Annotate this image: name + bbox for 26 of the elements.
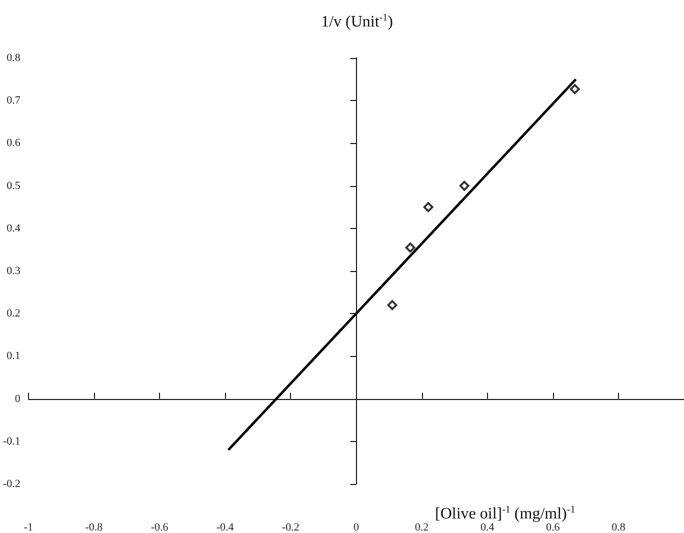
- point: [405, 242, 416, 253]
- point: [423, 202, 434, 212]
- x-tick-label: 0: [353, 522, 360, 533]
- x-tick-label: -1: [24, 522, 33, 533]
- y-tick-label: 0.2: [6, 308, 20, 320]
- x-tick-label: -0.2: [282, 522, 300, 533]
- y-tick-label: 0.3: [6, 265, 21, 277]
- point: [570, 84, 580, 94]
- x-tick-label: -0.4: [216, 522, 234, 533]
- point: [387, 300, 398, 310]
- x-tick-label: -0.6: [150, 522, 169, 533]
- y-tick-label: -0.2: [2, 478, 20, 490]
- y-tick-label: 0.6: [6, 137, 21, 150]
- y-tick-label: 0.5: [6, 180, 21, 192]
- y-tick-label: 0.7: [6, 94, 21, 107]
- y-tick-label: 0.1: [6, 350, 20, 362]
- x-tick-label: 0.2: [414, 522, 429, 533]
- y-tick-label: 0.4: [6, 222, 21, 234]
- x-tick-label: -0.8: [85, 522, 104, 533]
- y-tick-label: 0.8: [6, 52, 21, 64]
- y-tick-label: -0.1: [2, 435, 20, 448]
- y-tick-label: 0: [14, 392, 21, 405]
- point: [459, 180, 470, 191]
- x-tick-label: 0.6: [546, 522, 560, 533]
- x-tick-label: 0.4: [480, 522, 495, 533]
- x-tick-label: 0.8: [612, 522, 626, 533]
